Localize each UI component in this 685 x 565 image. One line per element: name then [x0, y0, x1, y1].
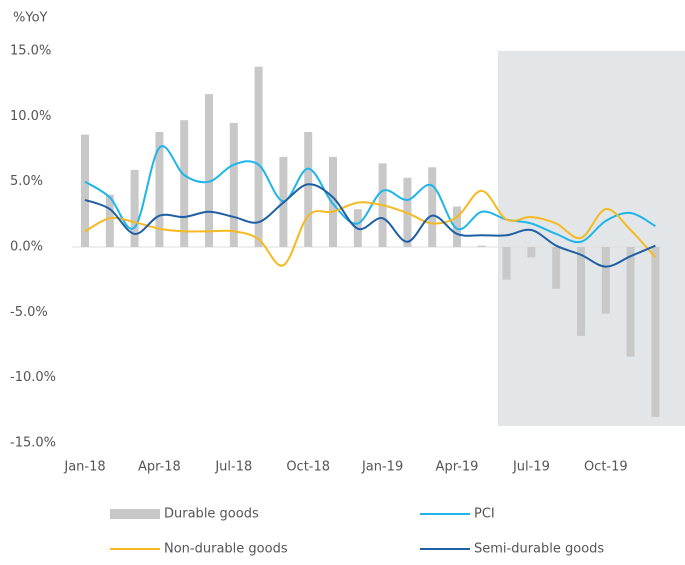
x-tick-label: Oct-19	[584, 460, 628, 475]
x-tick-label: Oct-18	[286, 460, 330, 475]
y-axis-label: %YoY	[13, 11, 48, 26]
legend-label: Durable goods	[164, 507, 259, 522]
x-tick-label: Apr-18	[138, 460, 181, 475]
bar	[105, 194, 114, 247]
bar	[577, 247, 585, 336]
line	[84, 183, 656, 268]
x-tick-label: Jan-18	[63, 460, 105, 475]
bar	[155, 132, 164, 247]
line	[84, 189, 657, 267]
legend-label: Semi-durable goods	[474, 542, 604, 557]
y-tick-label: -5.0%	[10, 305, 48, 320]
bar	[304, 132, 313, 247]
line	[84, 145, 656, 244]
y-tick-label: 10.0%	[10, 109, 51, 124]
bar	[180, 120, 189, 247]
bar	[527, 247, 536, 258]
bar	[626, 247, 635, 357]
legend-label: PCI	[474, 507, 495, 522]
bar	[130, 169, 139, 247]
bar	[552, 247, 561, 289]
legend-label: Non-durable goods	[164, 542, 288, 557]
bar	[428, 167, 437, 247]
bar	[453, 206, 461, 247]
x-tick-label: Apr-19	[436, 460, 479, 475]
legend-swatch	[110, 509, 160, 519]
y-tick-label: 5.0%	[10, 174, 43, 189]
bar	[601, 247, 610, 314]
x-tick-label: Jan-19	[361, 460, 403, 475]
y-tick-label: 15.0%	[10, 44, 51, 59]
bar	[477, 245, 486, 247]
y-tick-label: -10.0%	[10, 370, 56, 385]
bar	[329, 156, 337, 247]
bar	[229, 122, 238, 247]
x-tick-label: Jul-18	[214, 460, 252, 475]
bar	[502, 247, 511, 280]
x-tick-label: Jul-19	[512, 460, 550, 475]
bar	[254, 66, 263, 248]
bar	[651, 247, 660, 417]
y-tick-label: -15.0%	[10, 436, 56, 451]
bar	[81, 134, 89, 247]
y-tick-label: 0.0%	[10, 240, 43, 255]
bar	[205, 94, 213, 248]
